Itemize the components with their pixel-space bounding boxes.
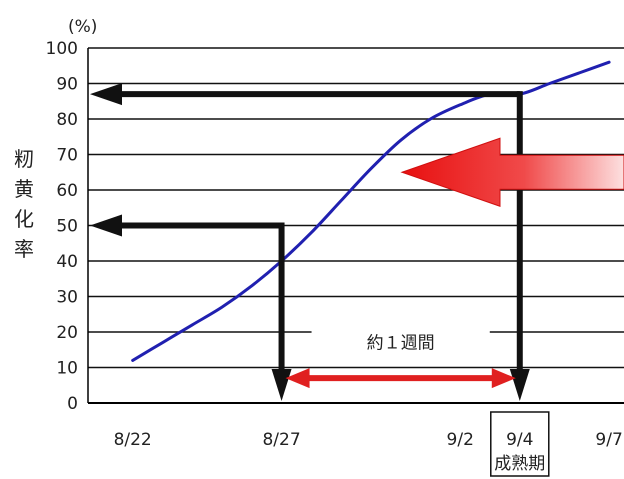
range-arrow-left-head — [285, 368, 310, 389]
highlight-red-arrow — [400, 137, 624, 207]
x-tick-labels: 8/22 8/27 9/2 9/4 9/7 成熟期 — [114, 411, 623, 477]
y-tick-label-20: 20 — [56, 323, 78, 343]
y-tick-labels: 0 10 20 30 40 50 60 70 80 90 100 — [46, 39, 78, 414]
annotations: 約１週間 — [90, 83, 624, 401]
y-tick-label-0: 0 — [67, 394, 78, 414]
range-label: 約１週間 — [367, 334, 435, 354]
y-tick-label-100: 100 — [46, 39, 78, 59]
maturity-stage-label: 成熟期 — [494, 453, 545, 474]
arrow-to-50-head — [90, 214, 122, 237]
maturity-highlight-box — [490, 411, 550, 477]
arrow-down-from-50-head — [271, 369, 292, 401]
arrow-to-87-head — [90, 83, 122, 106]
y-unit-label: (%) — [68, 17, 97, 37]
x-tick-label-9-4: 9/4 — [506, 430, 533, 450]
series-line-0 — [131, 60, 611, 362]
y-tick-label-90: 90 — [56, 75, 78, 95]
y-tick-label-10: 10 — [56, 359, 78, 379]
y-axis-label-char-0: 籾 — [14, 147, 34, 171]
y-tick-label-50: 50 — [56, 217, 78, 237]
range-arrow-right-head — [491, 368, 516, 389]
y-tick-label-70: 70 — [56, 146, 78, 166]
y-axis-label-char-1: 黄 — [14, 177, 34, 201]
y-tick-label-60: 60 — [56, 181, 78, 201]
x-tick-label-8-22: 8/22 — [114, 430, 152, 450]
x-tick-label-9-2: 9/2 — [447, 430, 474, 450]
x-tick-label-8-27: 8/27 — [262, 430, 300, 450]
x-tick-label-9-7: 9/7 — [595, 430, 622, 450]
y-tick-label-40: 40 — [56, 252, 78, 272]
y-axis-label-char-2: 化 — [14, 207, 34, 231]
range-label-bg — [311, 328, 490, 355]
y-tick-label-30: 30 — [56, 288, 78, 308]
y-axis-label-char-3: 率 — [14, 237, 34, 261]
series-lines — [131, 60, 611, 362]
arrow-down-from-87-head — [509, 369, 530, 401]
y-tick-label-80: 80 — [56, 110, 78, 130]
